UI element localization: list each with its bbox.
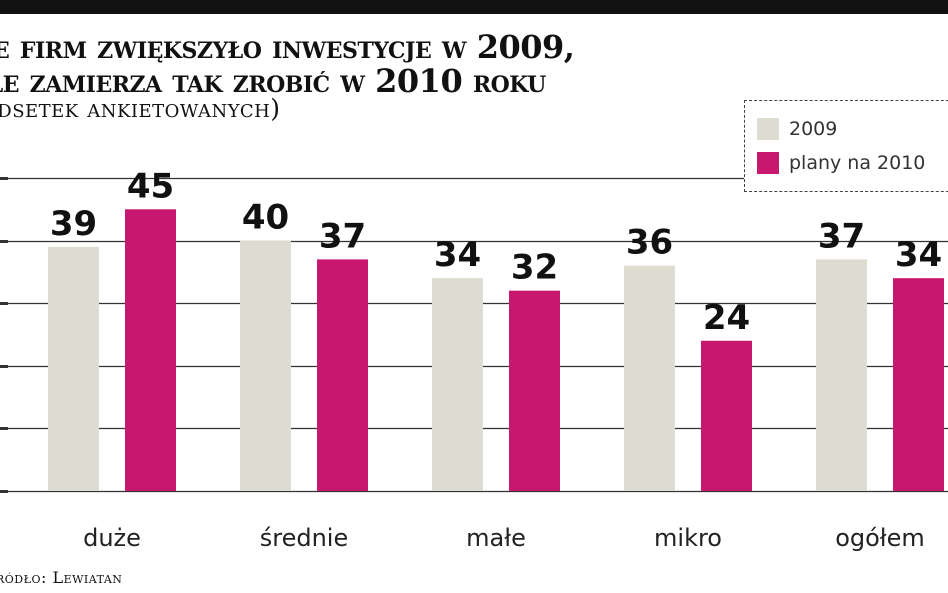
category-label-4: ogółem: [835, 524, 925, 552]
category-label-0: duże: [83, 524, 141, 552]
chart-title-line-2: ile zamierza tak zrobić w 2010 roku: [0, 62, 546, 100]
value-labels: 39 45 40 37 34 32 36 24 37 34: [50, 166, 942, 337]
category-label-3: mikro: [654, 524, 722, 552]
legend-item-2009: 2009: [757, 117, 837, 141]
bar-series1-4: [816, 259, 867, 491]
category-label-2: małe: [466, 524, 526, 552]
category-label-1: średnie: [260, 524, 349, 552]
bar-series2-1: [317, 259, 368, 491]
value-label-series2-0: 45: [127, 166, 174, 206]
value-label-series2-1: 37: [319, 216, 366, 256]
legend-swatch-2010: [757, 152, 779, 174]
value-label-series1-4: 37: [818, 216, 865, 256]
bar-series1-2: [432, 278, 483, 491]
legend: 2009 plany na 2010: [744, 100, 948, 192]
chart-subtitle: odsetek ankietowanych): [0, 94, 281, 123]
legend-swatch-2009: [757, 118, 779, 140]
category-labels: duże średnie małe mikro ogółem: [83, 524, 925, 552]
value-label-series1-2: 34: [434, 235, 481, 275]
source-note: ródło: Lewiatan: [0, 568, 123, 587]
value-label-series2-2: 32: [511, 248, 558, 288]
value-label-series1-0: 39: [50, 204, 97, 244]
value-label-series2-4: 34: [895, 235, 942, 275]
bar-series1-0: [48, 246, 99, 491]
top-bar: [0, 0, 948, 14]
bar-series2-2: [509, 290, 560, 491]
value-label-series1-1: 40: [242, 198, 289, 238]
bars: [48, 209, 944, 492]
bar-series2-4: [893, 278, 944, 491]
bar-series2-3: [701, 340, 752, 491]
legend-item-2010: plany na 2010: [757, 151, 925, 175]
legend-label-2009: 2009: [789, 118, 838, 140]
bar-series2-0: [125, 209, 176, 492]
bar-series1-1: [240, 240, 291, 491]
chart-title-line-1: le firm zwiększyło inwestycje w 2009,: [0, 28, 575, 66]
value-label-series2-3: 24: [703, 298, 750, 338]
bar-series1-3: [624, 265, 675, 491]
value-label-series1-3: 36: [626, 223, 673, 263]
legend-label-2010: plany na 2010: [789, 152, 926, 174]
